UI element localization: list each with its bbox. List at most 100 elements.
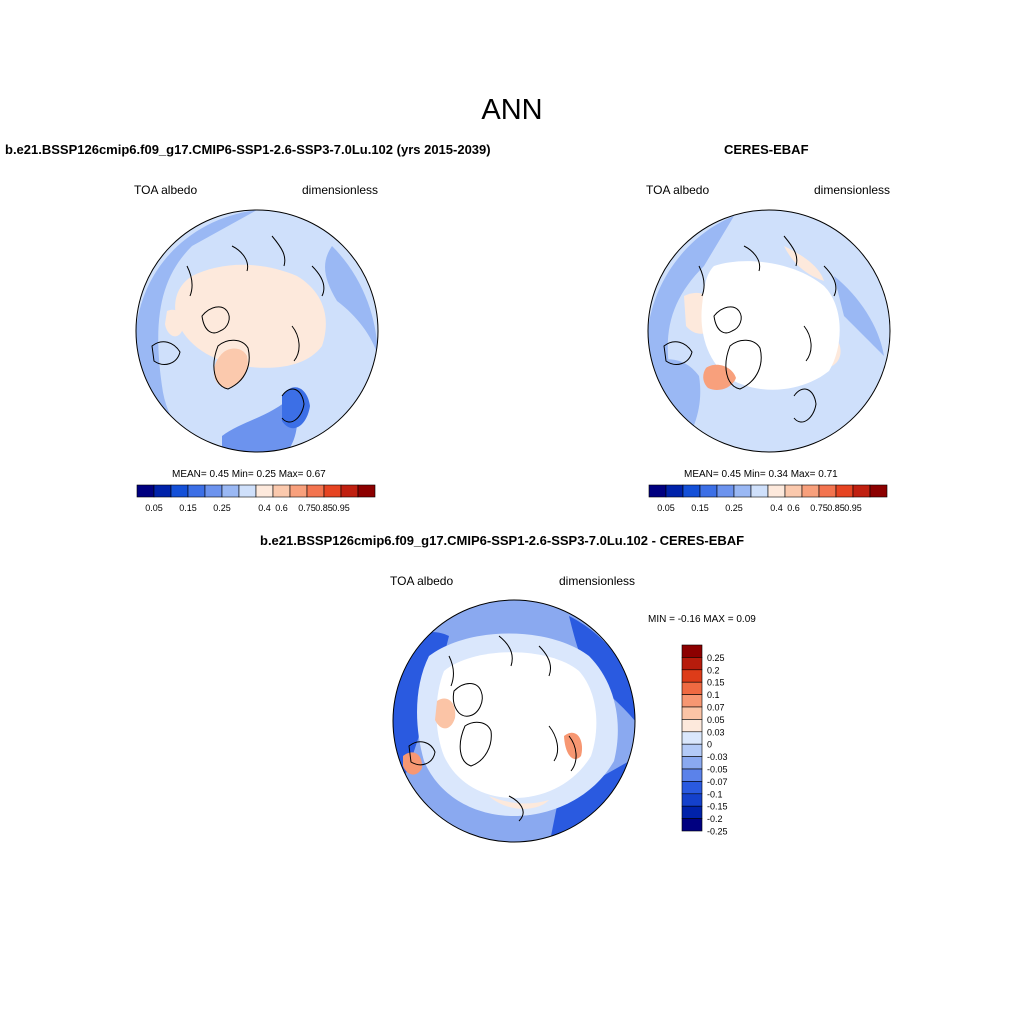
model-variable-label: TOA albedo: [134, 183, 198, 197]
diff-colorbar-tick-label: -0.15: [707, 802, 728, 812]
diff-colorbar-tick-label: 0.05: [707, 715, 725, 725]
diff-colorbar-box: [681, 731, 703, 745]
obs-colorbar-box: [733, 484, 752, 498]
model-colorbar-tick-label: 0.95: [332, 503, 350, 513]
diff-colorbar-tick-label: -0.2: [707, 814, 723, 824]
obs-colorbar-box: [767, 484, 786, 498]
obs-map: [647, 209, 891, 453]
diff-map-boundary: [392, 599, 636, 843]
diff-colorbar-box: [681, 756, 703, 770]
model-units-label: dimensionless: [302, 183, 379, 197]
diff-map: [392, 599, 636, 843]
obs-colorbar-tick-label: 0.95: [844, 503, 862, 513]
diff-colorbar-tick-label: -0.05: [707, 765, 728, 775]
diff-colorbar-tick-label: 0.2: [707, 665, 720, 675]
obs-colorbar-box: [716, 484, 735, 498]
obs-colorbar-box: [784, 484, 803, 498]
diff-panel-title: b.e21.BSSP126cmip6.f09_g17.CMIP6-SSP1-2.…: [260, 533, 745, 548]
obs-coastlines: [663, 235, 837, 423]
diff-colorbar-box: [681, 781, 703, 795]
diff-colorbar-box: [681, 694, 703, 708]
model-colorbar-tick-label: 0.6: [275, 503, 288, 513]
diff-colorbar-tick-label: 0.15: [707, 678, 725, 688]
obs-colorbar-box: [852, 484, 871, 498]
model-colorbar-tick-label: 0.85: [315, 503, 333, 513]
diff-coastlines: [408, 635, 577, 822]
model-colorbar-box: [357, 484, 376, 498]
diff-colorbar-tick-label: 0.1: [707, 690, 720, 700]
diff-stats: MIN = -0.16 MAX = 0.09: [648, 614, 756, 625]
obs-colorbar-tick-label: 0.4: [770, 503, 783, 513]
diff-colorbar-tick-label: 0.03: [707, 727, 725, 737]
obs-colorbar-box: [665, 484, 684, 498]
model-map-boundary: [135, 209, 379, 453]
obs-map-boundary: [647, 209, 891, 453]
obs-colorbar-tick-label: 0.15: [691, 503, 709, 513]
obs-colorbar-box: [835, 484, 854, 498]
model-panel-title: b.e21.BSSP126cmip6.f09_g17.CMIP6-SSP1-2.…: [5, 142, 491, 157]
diff-colorbar-tick-label: 0.25: [707, 653, 725, 663]
obs-colorbar-box: [869, 484, 888, 498]
obs-stats: MEAN= 0.45 Min= 0.34 Max= 0.71: [684, 469, 838, 480]
model-colorbar-box: [340, 484, 359, 498]
model-colorbar-tick-label: 0.15: [179, 503, 197, 513]
main-title: ANN: [481, 94, 543, 126]
diff-colorbar-box: [681, 706, 703, 720]
model-colorbar-tick-label: 0.75: [298, 503, 316, 513]
diff-colorbar-box: [681, 681, 703, 695]
obs-variable-label: TOA albedo: [646, 183, 710, 197]
obs-colorbar-box: [648, 484, 667, 498]
obs-panel-title: CERES-EBAF: [724, 142, 809, 157]
obs-units-label: dimensionless: [814, 183, 891, 197]
obs-colorbar-tick-label: 0.05: [657, 503, 675, 513]
model-map-field: [136, 210, 378, 452]
model-stats: MEAN= 0.45 Min= 0.25 Max= 0.67: [172, 469, 326, 480]
diff-colorbar-tick-label: -0.03: [707, 752, 728, 762]
obs-colorbar-box: [699, 484, 718, 498]
diff-colorbar-tick-label: 0.07: [707, 703, 725, 713]
diff-colorbar-box: [681, 805, 703, 819]
obs-colorbar-tick-label: 0.25: [725, 503, 743, 513]
model-colorbar: 0.05 0.15 0.25 0.4 0.6 0.75 0.85 0.95: [136, 484, 376, 513]
model-colorbar-box: [323, 484, 342, 498]
obs-colorbar-tick-label: 0.6: [787, 503, 800, 513]
diff-colorbar-tick-label: -0.1: [707, 789, 723, 799]
diff-colorbar-box: [681, 669, 703, 683]
model-colorbar-box: [153, 484, 172, 498]
model-map: [135, 209, 379, 453]
diff-colorbar-tick-label: 0: [707, 740, 712, 750]
model-colorbar-box: [136, 484, 155, 498]
obs-colorbar-tick-label: 0.85: [827, 503, 845, 513]
diff-variable-label: TOA albedo: [390, 574, 454, 588]
model-colorbar-box: [204, 484, 223, 498]
model-colorbar-box: [289, 484, 308, 498]
model-colorbar-tick-label: 0.05: [145, 503, 163, 513]
model-colorbar-box: [306, 484, 325, 498]
model-colorbar-box: [272, 484, 291, 498]
diff-colorbar: 0.25 0.2 0.15 0.1 0.07 0.05 0.03 0 -0.03 -0.05 -0.…: [681, 644, 728, 837]
diff-colorbar-box: [681, 793, 703, 807]
model-colorbar-tick-label: 0.4: [258, 503, 271, 513]
model-colorbar-tick-label: 0.25: [213, 503, 231, 513]
diff-map-field: [393, 616, 635, 842]
obs-colorbar-tick-label: 0.75: [810, 503, 828, 513]
diff-colorbar-box: [681, 743, 703, 757]
diff-colorbar-box: [681, 818, 703, 832]
diff-colorbar-box: [681, 657, 703, 671]
model-colorbar-box: [221, 484, 240, 498]
obs-colorbar: 0.05 0.15 0.25 0.4 0.6 0.75 0.85 0.95: [648, 484, 888, 513]
diff-colorbar-tick-label: -0.07: [707, 777, 728, 787]
diff-units-label: dimensionless: [559, 574, 636, 588]
obs-colorbar-box: [750, 484, 769, 498]
diff-colorbar-box: [681, 768, 703, 782]
obs-colorbar-box: [801, 484, 820, 498]
diff-colorbar-tick-label: -0.25: [707, 827, 728, 837]
obs-colorbar-box: [818, 484, 837, 498]
model-colorbar-box: [170, 484, 189, 498]
diff-colorbar-box: [681, 644, 703, 658]
model-coastlines: [151, 235, 325, 423]
diff-colorbar-box: [681, 719, 703, 733]
model-colorbar-box: [255, 484, 274, 498]
obs-colorbar-box: [682, 484, 701, 498]
model-colorbar-box: [238, 484, 257, 498]
